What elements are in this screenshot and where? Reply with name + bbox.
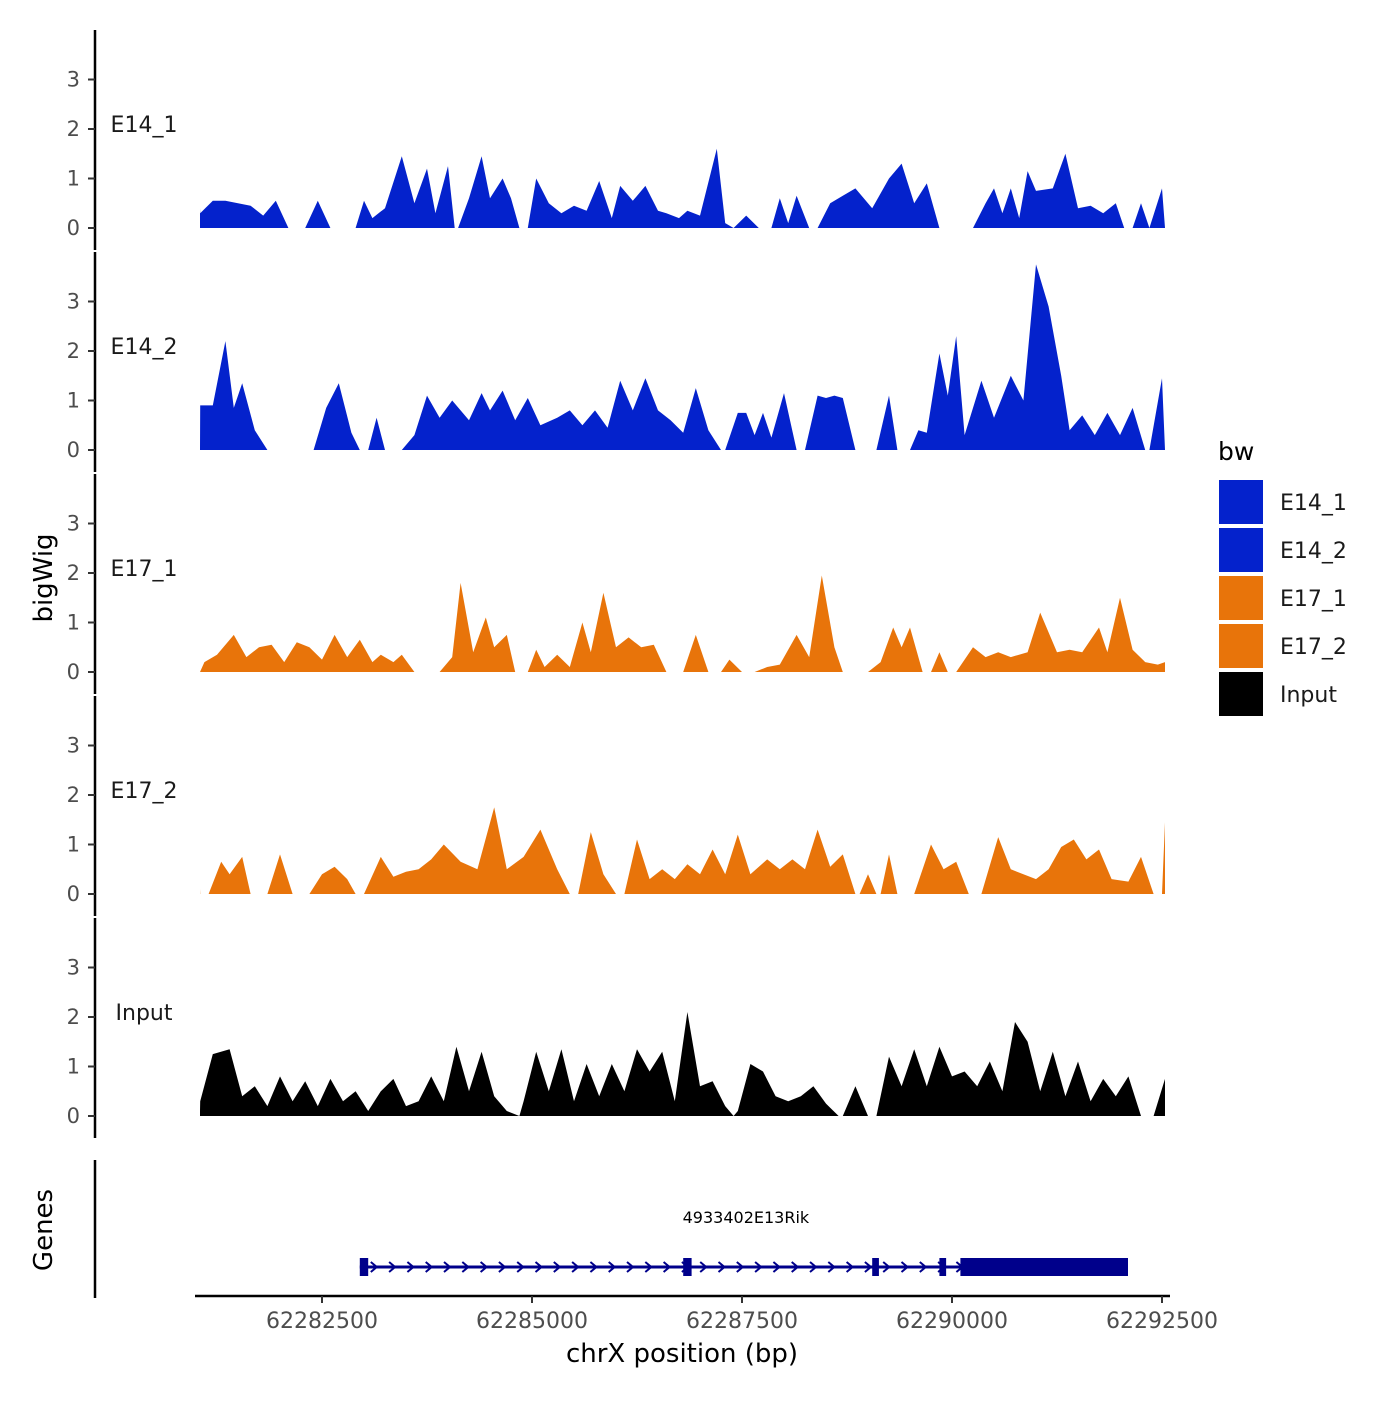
y-tick-label: 1 bbox=[67, 1055, 80, 1079]
track-label: Input bbox=[116, 1001, 173, 1026]
strand-arrow bbox=[479, 1261, 489, 1273]
strand-arrow bbox=[406, 1261, 415, 1273]
strand-arrow bbox=[827, 1261, 836, 1273]
strand-arrow bbox=[754, 1261, 763, 1273]
genes-axis-title: Genes bbox=[29, 1189, 59, 1271]
y-tick-label: 3 bbox=[67, 290, 80, 314]
y-tick-label: 0 bbox=[67, 1104, 80, 1128]
track-label: E17_2 bbox=[111, 779, 178, 804]
y-tick-label: 2 bbox=[67, 561, 80, 585]
y-tick-label: 2 bbox=[67, 1005, 80, 1029]
strand-arrow bbox=[589, 1261, 598, 1273]
x-tick-label: 62287500 bbox=[686, 1309, 798, 1334]
x-axis-title: chrX position (bp) bbox=[566, 1339, 798, 1369]
legend-title: bw bbox=[1218, 437, 1254, 466]
y-tick-label: 1 bbox=[67, 389, 80, 413]
strand-arrow bbox=[736, 1261, 745, 1273]
track-panel-input: 0 1 2 3 Input bbox=[67, 918, 1165, 1138]
strand-arrow bbox=[809, 1261, 818, 1273]
strand-arrow bbox=[388, 1261, 397, 1273]
legend-label: E17_1 bbox=[1280, 587, 1347, 612]
y-axis-title: bigWig bbox=[29, 533, 59, 622]
strand-arrow bbox=[425, 1261, 434, 1273]
coverage-area-input bbox=[200, 1012, 1165, 1116]
y-tick-label: 2 bbox=[67, 117, 80, 141]
track-panel-e17_1: 0 1 2 3 E17_1 bbox=[67, 474, 1165, 694]
strand-arrow bbox=[553, 1261, 562, 1273]
x-tick-label: 62285000 bbox=[476, 1309, 588, 1334]
strand-arrow bbox=[498, 1261, 507, 1273]
track-panel-e17_2: 0 1 2 3 E17_2 bbox=[67, 696, 1165, 916]
y-tick-label: 0 bbox=[67, 216, 80, 240]
y-tick-label: 2 bbox=[67, 783, 80, 807]
legend-swatch bbox=[1219, 672, 1263, 716]
legend-swatch bbox=[1219, 480, 1263, 524]
genes-track: Genes 4933402E13Rik bbox=[29, 1160, 1128, 1298]
track-label: E14_1 bbox=[111, 113, 178, 138]
strand-arrow bbox=[608, 1261, 617, 1273]
coverage-area-e14_1 bbox=[200, 141, 1165, 228]
strand-arrow bbox=[882, 1261, 891, 1273]
track-panel-e14_2: 0 1 2 3 E14_2 bbox=[67, 252, 1165, 472]
y-tick-label: 1 bbox=[67, 167, 80, 191]
strand-arrow bbox=[717, 1261, 727, 1273]
track-label: E14_2 bbox=[111, 335, 178, 360]
legend-label: E14_1 bbox=[1280, 491, 1347, 516]
x-tick-label: 62292500 bbox=[1106, 1309, 1218, 1334]
legend-label: Input bbox=[1280, 683, 1337, 708]
legend-swatch bbox=[1219, 624, 1263, 668]
y-tick-label: 1 bbox=[67, 833, 80, 857]
legend-swatch bbox=[1219, 576, 1263, 620]
strand-arrow bbox=[845, 1261, 855, 1273]
tracks-layer: 0 1 2 3 E14_1 0 1 2 3 E14_2 0 1 2 3 E17_1 0 1 2 3 E17_2 0 1 2 3… bbox=[67, 30, 1165, 1138]
gene-exon bbox=[939, 1258, 947, 1276]
y-tick-label: 0 bbox=[67, 882, 80, 906]
gene-exon bbox=[683, 1258, 692, 1276]
track-label: E17_1 bbox=[111, 557, 178, 582]
y-tick-label: 0 bbox=[67, 660, 80, 684]
coverage-area-e17_1 bbox=[200, 575, 1165, 672]
y-tick-label: 3 bbox=[67, 734, 80, 758]
legend-swatch bbox=[1219, 528, 1263, 572]
y-tick-label: 3 bbox=[67, 68, 80, 92]
gene-exon bbox=[359, 1258, 369, 1276]
x-tick-label: 62290000 bbox=[896, 1309, 1008, 1334]
strand-arrow bbox=[461, 1261, 470, 1273]
strand-arrow bbox=[534, 1261, 544, 1273]
gene-model: 4933402E13Rik bbox=[359, 1208, 1128, 1276]
gene-name-label: 4933402E13Rik bbox=[683, 1208, 810, 1227]
strand-arrow bbox=[864, 1261, 873, 1273]
y-tick-label: 1 bbox=[67, 611, 80, 635]
strand-arrow bbox=[699, 1261, 708, 1273]
legend-label: E14_2 bbox=[1280, 539, 1347, 564]
strand-arrow bbox=[900, 1261, 910, 1273]
gene-exon bbox=[872, 1258, 879, 1276]
strand-arrow bbox=[516, 1261, 525, 1273]
coverage-area-e17_2 bbox=[200, 807, 1165, 894]
strand-arrow bbox=[662, 1261, 672, 1273]
legend: bw E14_1 E14_2 E17_1 E17_2 Input bbox=[1218, 437, 1347, 716]
strand-arrow bbox=[772, 1261, 781, 1273]
y-tick-label: 0 bbox=[67, 438, 80, 462]
strand-arrow bbox=[626, 1261, 635, 1273]
x-tick-label: 62282500 bbox=[266, 1309, 378, 1334]
strand-arrow bbox=[571, 1261, 580, 1273]
strand-arrow bbox=[370, 1261, 379, 1273]
track-panel-e14_1: 0 1 2 3 E14_1 bbox=[67, 30, 1165, 250]
y-tick-label: 3 bbox=[67, 512, 80, 536]
y-tick-label: 3 bbox=[67, 956, 80, 980]
strand-arrow bbox=[919, 1261, 928, 1273]
coverage-area-e14_2 bbox=[200, 264, 1165, 450]
strand-arrow bbox=[644, 1261, 653, 1273]
y-tick-label: 2 bbox=[67, 339, 80, 363]
strand-arrow bbox=[791, 1261, 800, 1273]
legend-label: E17_2 bbox=[1280, 635, 1347, 660]
x-axis: chrX position (bp) 62282500 62285000 62287… bbox=[195, 1294, 1218, 1369]
gene-exon bbox=[960, 1258, 1128, 1276]
strand-arrow bbox=[443, 1261, 452, 1273]
